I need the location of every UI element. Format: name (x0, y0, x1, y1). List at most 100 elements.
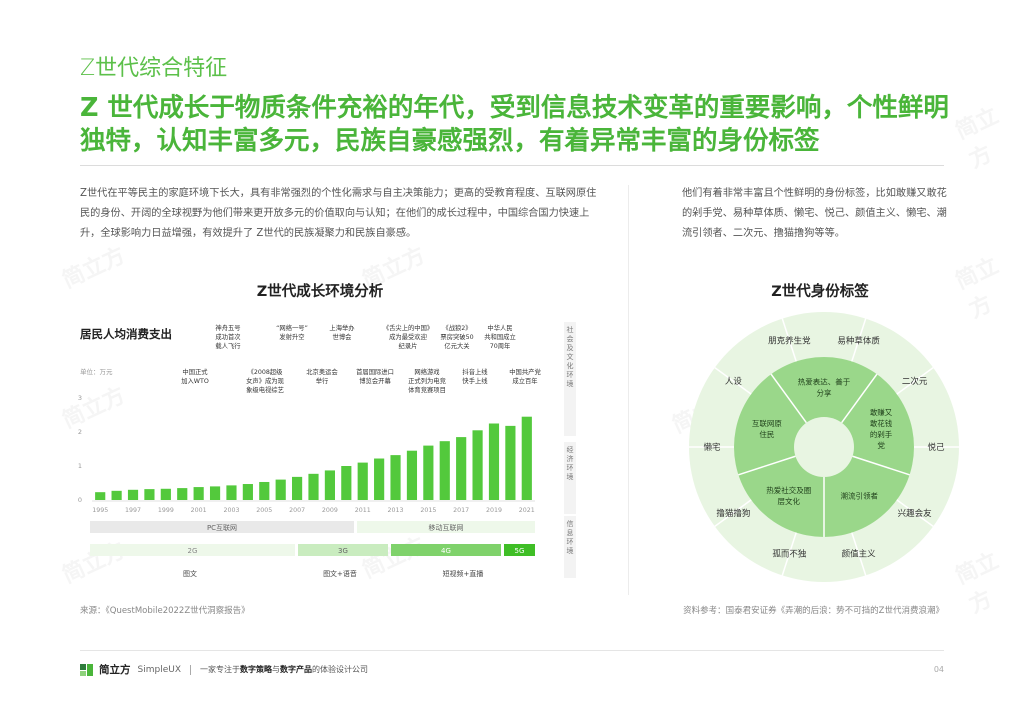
event-label: 神舟五号 (215, 323, 240, 332)
event-label: 正式列为电竞 (408, 376, 446, 385)
outer-tag-label: 颜值主义 (842, 549, 877, 560)
bar-2000 (177, 488, 188, 500)
era-label: PC互联网 (207, 523, 237, 532)
inner-divider (841, 373, 878, 424)
event-label: “网络一号” (276, 323, 308, 332)
inner-tag-label: 热爱社交及圈 (766, 485, 811, 495)
y-tick-label: 3 (78, 394, 82, 402)
outer-tag-label: 兴趣会友 (898, 508, 933, 519)
growth-environment-title: Z世代成长环境分析 (256, 284, 384, 300)
event-label: 加入WTO (181, 376, 209, 385)
bar-2009 (324, 470, 335, 500)
bar-1996 (111, 490, 122, 500)
watermark: 简立方 (952, 253, 1003, 324)
inner-divider (770, 373, 807, 424)
inner-tag-label: 住民 (759, 429, 774, 439)
outer-tag-label: 懒宅 (703, 442, 720, 453)
bar-2007 (292, 476, 303, 500)
event-label: 首届国际进口 (356, 367, 394, 376)
bar-2006 (275, 479, 286, 500)
inner-tag-label: 潮流引领者 (841, 491, 879, 501)
side-label-char: 化 (567, 361, 574, 370)
era-label: 移动互联网 (429, 523, 464, 532)
x-tick-label: 1999 (158, 507, 174, 514)
outer-tag-label: 悦己 (927, 442, 945, 453)
event-label: 中国正式 (182, 367, 208, 376)
footer-separator (189, 664, 191, 675)
brand-logo-icon (80, 663, 94, 676)
event-label: 纪录片 (399, 341, 418, 350)
outer-divider (896, 499, 934, 527)
outer-tag-label: 人设 (725, 376, 743, 387)
inner-divider (738, 455, 796, 476)
event-label: 发射升空 (279, 332, 304, 341)
event-label: 成为最受欢迎 (389, 332, 427, 341)
x-tick-label: 2015 (420, 507, 436, 514)
chart-unit: 单位：万元 (80, 367, 113, 376)
bar-2018 (472, 430, 483, 500)
bar-1999 (160, 488, 171, 500)
side-band (564, 442, 576, 514)
event-label: 亿元大关 (444, 341, 470, 350)
bar-2016 (439, 441, 450, 500)
x-tick-label: 2007 (289, 507, 305, 514)
side-label-char: 及 (567, 344, 574, 352)
divider (80, 165, 944, 166)
event-label: 成立百年 (512, 376, 537, 385)
identity-tags-title: Z世代身份标签 (771, 284, 869, 300)
x-tick-label: 2009 (322, 507, 338, 514)
era-mobile-internet (357, 521, 535, 533)
inner-tag-label: 敢赚又 (870, 407, 893, 417)
outer-divider (781, 532, 797, 576)
side-label-char: 经 (567, 445, 574, 454)
bar-2020 (505, 425, 516, 500)
bar-1995 (95, 492, 106, 500)
inner-tag-label: 的剁手 (870, 429, 893, 439)
event-label: 网络游戏 (414, 367, 440, 376)
bar-2008 (308, 473, 319, 500)
bar-2010 (341, 466, 352, 500)
media-label: 短视频+直播 (443, 569, 484, 578)
bar-2019 (488, 423, 500, 500)
inner-divider (852, 455, 910, 476)
column-divider (628, 185, 629, 595)
side-band (564, 516, 576, 578)
event-label: 北京奥运会 (306, 367, 338, 376)
watermark: 简立方 (952, 548, 1003, 619)
brand-name: 简立方 (99, 664, 131, 676)
side-label-char: 境 (567, 472, 574, 481)
network-4G (391, 544, 501, 556)
x-tick-label: 2003 (223, 507, 239, 514)
side-label-char: 息 (567, 528, 574, 537)
era-pc-internet (90, 521, 354, 533)
event-label: 象级电视综艺 (246, 385, 284, 394)
event-label: 中国共产党 (509, 367, 541, 376)
bar-2014 (406, 450, 418, 500)
event-label: 抖音上线 (462, 367, 488, 376)
x-tick-label: 2019 (486, 507, 502, 514)
side-label-char: 文 (567, 352, 574, 361)
inner-tag-label: 热爱表达、善于 (798, 377, 851, 387)
source-note-right: 资料参考：国泰君安证券《弄潮的后浪：势不可挡的Z世代消费浪潮》 (683, 606, 944, 616)
network-label: 4G (441, 547, 451, 555)
event-label: 载人飞行 (215, 341, 241, 350)
y-tick-label: 2 (78, 428, 82, 436)
side-label-char: 信 (567, 519, 574, 528)
bar-1997 (127, 489, 139, 500)
bar-2015 (423, 445, 434, 500)
inner-tag-label: 敢花钱 (870, 418, 893, 428)
event-label: 体育竞赛项目 (408, 385, 446, 394)
inner-tag-label: 党 (877, 440, 885, 450)
x-tick-label: 2017 (453, 507, 469, 514)
bar-2012 (374, 458, 385, 500)
intro-paragraph-left: Z世代在平等民主的家庭环境下长大，具有非常强烈的个性化需求与自主决策能力；更高的… (80, 188, 597, 239)
bar-2013 (390, 455, 401, 500)
event-label: 博览会开幕 (359, 376, 391, 385)
x-tick-label: 2021 (519, 507, 535, 514)
bar-2021 (521, 416, 532, 500)
outer-divider (851, 318, 867, 362)
bar-2001 (193, 487, 204, 500)
watermark: 简立方 (952, 103, 1003, 174)
side-label-char: 环 (567, 371, 574, 379)
